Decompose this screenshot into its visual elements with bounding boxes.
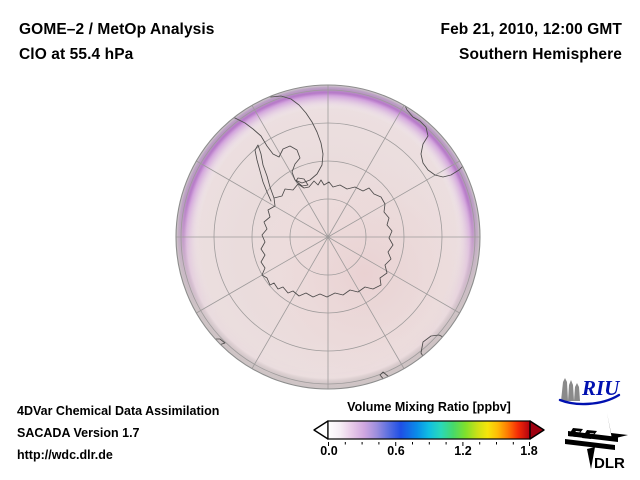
meridian: [251, 236, 329, 369]
dlr-wordmark: DLR: [594, 455, 625, 472]
coastline-antarctica: [260, 179, 394, 298]
colorbar-tick-2: 1.2: [454, 444, 472, 458]
colorbar-gradient: [328, 421, 530, 439]
coastline-island-small: [200, 351, 210, 359]
colorbar-tick-0: 0.0: [320, 444, 338, 458]
dlr-logo: DLR: [561, 411, 635, 473]
meridian: [196, 160, 329, 238]
header-right: Feb 21, 2010, 12:00 GMT Southern Hemisph…: [441, 17, 623, 67]
dlr-logo-svg: DLR: [565, 413, 628, 472]
colorbar-tick-marks: [328, 442, 530, 446]
colorbar: Volume Mixing Ratio [ppbv]: [313, 400, 545, 462]
colorbar-tick-3: 1.8: [520, 444, 538, 458]
coastline-tierra-del-fuego: [295, 177, 309, 187]
orthographic-projection-svg: [175, 84, 481, 390]
meridians: [176, 85, 480, 389]
globe-map: [175, 84, 481, 390]
footer-credits: 4DVar Chemical Data Assimilation SACADA …: [17, 400, 219, 466]
coastline-south-america: [204, 85, 324, 184]
riu-logo: RIU: [557, 373, 635, 407]
meridian: [327, 105, 405, 238]
method-label: 4DVar Chemical Data Assimilation: [17, 404, 220, 418]
colorbar-tick-1: 0.6: [387, 444, 405, 458]
graticule: [176, 85, 480, 389]
meridian: [327, 160, 460, 238]
riu-wordmark: RIU: [581, 376, 621, 400]
colorbar-tick-labels: 0.0 0.6 1.2 1.8: [313, 442, 545, 462]
instrument-title: GOME–2 / MetOp Analysis: [19, 21, 215, 38]
version-label: SACADA Version 1.7: [17, 426, 140, 440]
meridian: [251, 105, 329, 238]
riu-logo-svg: RIU: [558, 376, 621, 406]
globe-limb-outline: [175, 84, 481, 390]
colorbar-swatch: [313, 420, 545, 440]
dlr-emblem-icon: [565, 413, 628, 469]
coastline-madagascar: [472, 119, 480, 149]
colorbar-over-arrow: [529, 420, 545, 440]
coastline-antarctic-peninsula: [254, 144, 275, 202]
colorbar-title: Volume Mixing Ratio [ppbv]: [347, 400, 511, 414]
colorbar-under-arrow: [313, 420, 329, 440]
header-left: GOME–2 / MetOp Analysis ClO at 55.4 hPa: [19, 17, 215, 67]
riu-swoosh-icon: [558, 393, 621, 406]
hemisphere-label: Southern Hemisphere: [459, 46, 622, 63]
riu-towers-icon: [561, 378, 580, 401]
datetime-label: Feb 21, 2010, 12:00 GMT: [440, 21, 622, 38]
meridian: [327, 236, 405, 369]
meridian: [327, 236, 460, 314]
species-level-subtitle: ClO at 55.4 hPa: [19, 46, 134, 63]
url-label[interactable]: http://wdc.dlr.de: [17, 448, 113, 462]
